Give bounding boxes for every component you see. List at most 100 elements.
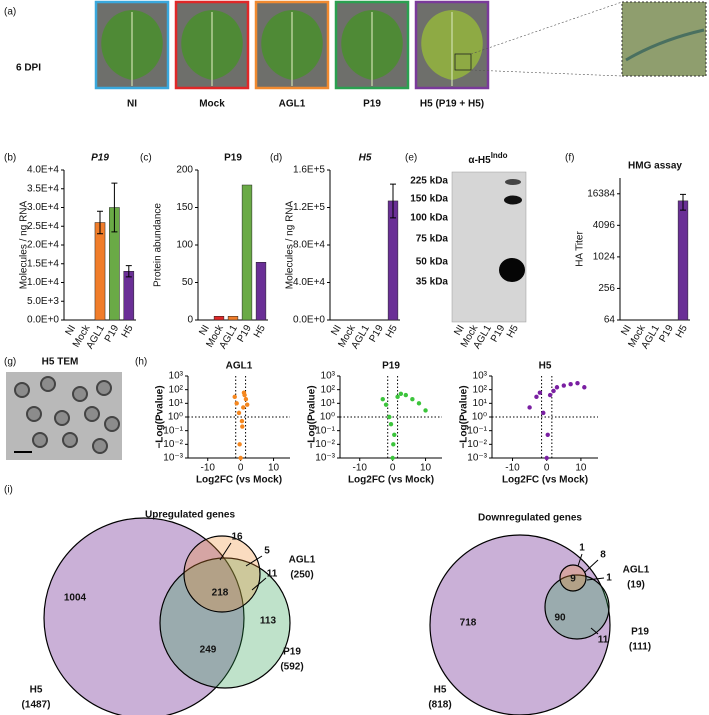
point bbox=[541, 410, 546, 416]
error-bar bbox=[125, 265, 132, 278]
venn-set bbox=[159, 557, 291, 689]
bar bbox=[123, 271, 135, 321]
y-tick-label: 10⁻² bbox=[163, 439, 183, 450]
zoom-line bbox=[470, 69, 623, 77]
y-tick-label: 0 bbox=[187, 315, 193, 326]
tem-particle bbox=[84, 406, 100, 422]
y-tick-label: 8.0E+4 bbox=[293, 240, 325, 251]
point bbox=[582, 385, 587, 390]
tem-particle bbox=[40, 376, 56, 392]
zoom-line bbox=[470, 1, 623, 55]
blot-title-main: α-H5 bbox=[468, 155, 491, 166]
bar bbox=[227, 316, 239, 321]
venn-region-count: 11 bbox=[598, 635, 609, 646]
y-tick-label: 10³ bbox=[169, 371, 184, 382]
y-tick-label: 1024 bbox=[593, 252, 616, 263]
y-tick-label: 10⁻¹ bbox=[315, 425, 335, 436]
y-tick-label: 200 bbox=[176, 165, 193, 176]
y-tick-label: 10⁻³ bbox=[467, 453, 487, 464]
x-tick-label: NI bbox=[197, 323, 212, 337]
y-tick-label: 5.0E+3 bbox=[27, 296, 59, 307]
bar bbox=[241, 184, 253, 321]
venn-set-count: (19) bbox=[627, 580, 645, 591]
venn-region-count: 11 bbox=[267, 569, 278, 580]
point bbox=[387, 414, 392, 420]
bar bbox=[255, 262, 267, 321]
point bbox=[534, 394, 539, 400]
photo-label: NI bbox=[127, 99, 137, 110]
y-tick-label: 1.2E+5 bbox=[293, 202, 325, 213]
point bbox=[547, 392, 553, 398]
zoom-box bbox=[454, 53, 472, 71]
blot-band bbox=[505, 179, 521, 185]
venn-region-count: 90 bbox=[554, 613, 566, 624]
y-tick-label: 10³ bbox=[473, 371, 488, 382]
venn-region-count: 5 bbox=[264, 546, 270, 557]
venn-set-name: H5 bbox=[30, 685, 43, 696]
venn-region-count: 113 bbox=[260, 616, 277, 627]
venn-set bbox=[429, 534, 611, 715]
y-tick-label: 10¹ bbox=[169, 398, 184, 409]
venn-set bbox=[544, 574, 610, 640]
x-tick-label: -10 bbox=[505, 463, 520, 474]
venn-title: Upregulated genes bbox=[145, 510, 235, 521]
venn-region-count: 8 bbox=[600, 550, 606, 561]
leader-line bbox=[586, 577, 605, 581]
y-tick-label: 4.0E+4 bbox=[27, 165, 59, 176]
tem-particle bbox=[92, 438, 108, 454]
leader-line bbox=[584, 559, 599, 573]
x-tick-label: NI bbox=[619, 323, 634, 337]
error-bar bbox=[680, 193, 686, 211]
y-tick-label: 1.5E+4 bbox=[27, 258, 59, 269]
leader-line bbox=[245, 555, 263, 567]
tem-title: H5 TEM bbox=[42, 357, 79, 368]
point bbox=[544, 455, 549, 461]
tem-particle bbox=[32, 432, 48, 448]
point bbox=[232, 394, 237, 400]
y-axis-label: Molecules / ng RNA bbox=[285, 200, 296, 289]
point bbox=[390, 455, 395, 461]
y-axis-label: Protein abundance bbox=[153, 203, 164, 287]
y-tick-label: 10⁰ bbox=[168, 412, 183, 423]
point bbox=[238, 455, 243, 461]
y-tick-label: 64 bbox=[604, 315, 616, 326]
blot-band bbox=[504, 195, 522, 205]
x-tick-label: H5 bbox=[252, 323, 268, 340]
venn-set-name: AGL1 bbox=[289, 555, 316, 566]
point bbox=[545, 432, 550, 437]
y-tick-label: 10⁻³ bbox=[163, 453, 183, 464]
y-tick-label: 150 bbox=[176, 202, 193, 213]
chart-title: H5 bbox=[359, 153, 372, 164]
y-axis-label: HA Titer bbox=[575, 231, 586, 267]
point bbox=[234, 401, 239, 406]
venn-region-count: 718 bbox=[460, 618, 477, 629]
leader-line bbox=[590, 627, 599, 635]
marker-label: 100 kDa bbox=[410, 213, 448, 224]
point bbox=[245, 402, 250, 407]
point bbox=[551, 388, 556, 394]
panel-label: (g) bbox=[4, 357, 16, 368]
venn-set-name: P19 bbox=[631, 627, 649, 638]
panel-label: (f) bbox=[565, 153, 574, 164]
blot-title: α-H5Indo bbox=[468, 151, 507, 166]
y-axis-label: −Log(Pvalue) bbox=[155, 385, 166, 448]
photo-label: Mock bbox=[199, 99, 225, 110]
point bbox=[527, 405, 532, 410]
error-bar bbox=[111, 182, 118, 233]
point bbox=[243, 397, 249, 402]
x-tick-label: H5 bbox=[384, 323, 400, 340]
panel-label: (d) bbox=[270, 153, 282, 164]
marker-label: 75 kDa bbox=[416, 234, 449, 245]
y-tick-label: 100 bbox=[176, 240, 193, 251]
point bbox=[416, 401, 422, 406]
y-tick-label: 16384 bbox=[587, 188, 615, 199]
lane-label: NI bbox=[452, 323, 467, 337]
photo-label: H5 (P19 + H5) bbox=[420, 99, 484, 110]
panel-label: (h) bbox=[135, 357, 147, 368]
point bbox=[561, 383, 567, 388]
venn-region-count: 218 bbox=[212, 588, 229, 599]
venn-set-count: (250) bbox=[290, 570, 313, 581]
bar bbox=[387, 200, 399, 321]
panel-label: (a) bbox=[4, 7, 16, 18]
error-bar bbox=[390, 183, 396, 219]
